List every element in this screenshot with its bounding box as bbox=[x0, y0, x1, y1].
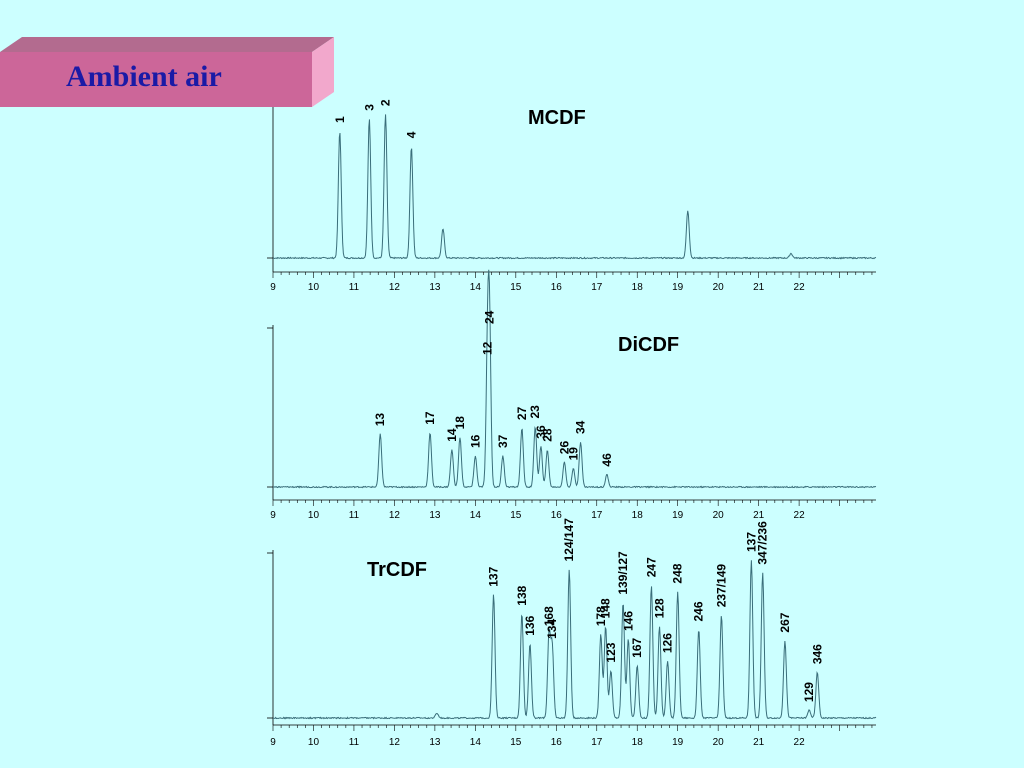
peak-label: 4 bbox=[404, 131, 418, 138]
x-tick-label: 21 bbox=[753, 737, 765, 748]
x-tick-label: 11 bbox=[349, 510, 360, 521]
x-tick-label: 11 bbox=[349, 737, 360, 748]
peak-label: 18 bbox=[453, 416, 467, 430]
x-tick-label: 15 bbox=[510, 737, 522, 748]
x-tick-label: 10 bbox=[308, 510, 320, 521]
peak-label: 136 bbox=[523, 615, 537, 635]
chromatogram-trace bbox=[272, 560, 877, 720]
x-tick-label: 18 bbox=[632, 737, 644, 748]
peak-label: 23 bbox=[528, 405, 542, 419]
peak-label: 267 bbox=[778, 612, 792, 632]
x-tick-label: 14 bbox=[470, 510, 482, 521]
x-tick-label: 10 bbox=[308, 282, 320, 293]
x-tick-label: 13 bbox=[429, 282, 441, 293]
chromatogram-trace bbox=[272, 114, 877, 260]
peak-label: 126 bbox=[661, 633, 675, 653]
x-tick-label: 15 bbox=[510, 510, 522, 521]
slide-title: Ambient air bbox=[66, 60, 222, 93]
peak-label: 128 bbox=[652, 598, 666, 618]
peak-label: 28 bbox=[540, 428, 554, 442]
x-tick-label: 13 bbox=[429, 737, 441, 748]
x-tick-label: 16 bbox=[551, 510, 563, 521]
x-tick-label: 9 bbox=[270, 282, 276, 293]
peak-label: 134 bbox=[545, 619, 559, 639]
peak-label: 137 bbox=[744, 532, 758, 552]
x-tick-label: 19 bbox=[672, 510, 684, 521]
panel-title: TrCDF bbox=[367, 559, 427, 581]
x-tick-label: 20 bbox=[713, 737, 725, 748]
peak-label: 248 bbox=[671, 563, 685, 583]
x-tick-label: 20 bbox=[713, 510, 725, 521]
x-tick-label: 21 bbox=[753, 282, 765, 293]
title-box bbox=[0, 37, 334, 107]
x-tick-label: 11 bbox=[349, 282, 360, 293]
x-tick-label: 19 bbox=[672, 282, 684, 293]
panel-title: MCDF bbox=[528, 107, 586, 129]
chromatogram-trace bbox=[272, 269, 877, 489]
peak-label: 139/127 bbox=[616, 551, 630, 595]
x-tick-label: 13 bbox=[429, 510, 441, 521]
title-box-side bbox=[312, 37, 334, 107]
x-tick-label: 22 bbox=[794, 510, 806, 521]
x-tick-label: 20 bbox=[713, 282, 725, 293]
x-tick-label: 16 bbox=[551, 282, 563, 293]
peak-label: 137 bbox=[487, 566, 501, 586]
peak-label: 12 bbox=[480, 341, 494, 355]
peak-label: 347/236 bbox=[756, 521, 770, 565]
x-tick-label: 22 bbox=[794, 737, 806, 748]
x-tick-label: 16 bbox=[551, 737, 563, 748]
x-tick-label: 18 bbox=[632, 510, 644, 521]
x-tick-label: 18 bbox=[632, 282, 644, 293]
x-tick-label: 17 bbox=[591, 282, 603, 293]
peak-label: 168 bbox=[542, 606, 556, 626]
peak-label: 16 bbox=[468, 434, 482, 448]
peak-label: 13 bbox=[373, 413, 387, 427]
x-tick-label: 12 bbox=[389, 737, 401, 748]
x-tick-label: 19 bbox=[672, 737, 684, 748]
x-tick-label: 17 bbox=[591, 510, 603, 521]
peak-label: 37 bbox=[496, 434, 510, 448]
peak-label: 2 bbox=[379, 99, 393, 106]
peak-label: 36 bbox=[534, 425, 548, 439]
peak-label: 17 bbox=[423, 411, 437, 425]
x-tick-label: 12 bbox=[389, 282, 401, 293]
peak-label: 46 bbox=[600, 453, 614, 467]
peak-label: 178 bbox=[594, 606, 608, 626]
title-box-front bbox=[0, 52, 312, 107]
x-tick-label: 21 bbox=[753, 510, 765, 521]
peak-label: 246 bbox=[692, 601, 706, 621]
x-tick-label: 12 bbox=[389, 510, 401, 521]
x-tick-label: 9 bbox=[270, 510, 276, 521]
peak-label: 167 bbox=[630, 638, 644, 658]
x-tick-label: 14 bbox=[470, 282, 482, 293]
peak-label: 1 bbox=[333, 116, 347, 123]
x-tick-label: 9 bbox=[270, 737, 276, 748]
peak-label: 129 bbox=[802, 682, 816, 702]
x-tick-label: 17 bbox=[591, 737, 603, 748]
x-tick-label: 15 bbox=[510, 282, 522, 293]
peak-label: 146 bbox=[621, 611, 635, 631]
title-box-top bbox=[0, 37, 334, 52]
peak-label: 346 bbox=[810, 644, 824, 664]
peak-label: 19 bbox=[566, 447, 580, 461]
peak-label: 14 bbox=[445, 428, 459, 442]
peak-label: 3 bbox=[362, 104, 376, 111]
peak-label: 138 bbox=[515, 585, 529, 605]
peak-label: 247 bbox=[644, 557, 658, 577]
peak-label: 148 bbox=[599, 598, 613, 618]
x-tick-label: 22 bbox=[794, 282, 806, 293]
peak-label: 26 bbox=[557, 441, 571, 455]
x-tick-label: 10 bbox=[308, 737, 320, 748]
x-tick-label: 14 bbox=[470, 737, 482, 748]
peak-label: 237/149 bbox=[714, 564, 728, 608]
peak-label: 124/147 bbox=[562, 518, 576, 562]
peak-label: 34 bbox=[574, 420, 588, 434]
panel-title: DiCDF bbox=[618, 334, 679, 356]
peak-label: 123 bbox=[604, 642, 618, 662]
peak-label: 27 bbox=[515, 406, 529, 420]
peak-label: 24 bbox=[483, 310, 497, 324]
